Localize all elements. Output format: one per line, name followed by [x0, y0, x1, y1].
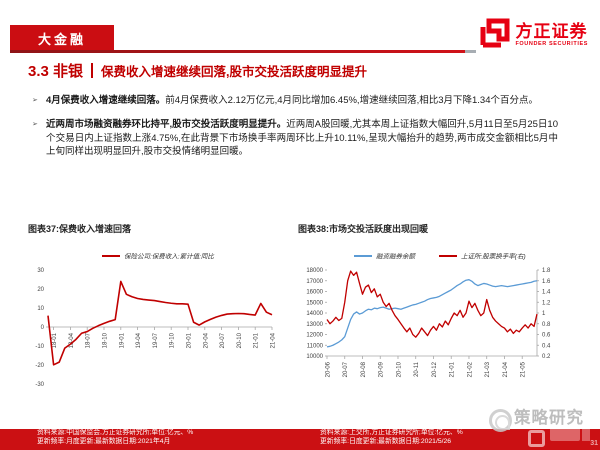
svg-text:20-07: 20-07 — [220, 332, 226, 348]
bullet-text: 4月保费收入增速继续回落。前4月保费收入2.12万亿元,4月同比增加6.45%,… — [46, 95, 538, 106]
category-tag: 大金融 — [10, 25, 114, 52]
svg-text:1.4: 1.4 — [542, 290, 551, 296]
svg-text:-20: -20 — [35, 363, 44, 369]
market-activity-line-chart: 1800017000160001500014000130001200011000… — [306, 253, 551, 378]
list-item: ➢ 近两周市场融资融券环比持平,股市交投活跃度明显提升。近两周A股回暖,尤其本周… — [32, 118, 558, 158]
svg-text:1.8: 1.8 — [542, 268, 551, 274]
source-note-left: 资料来源:中国保监会,方正证券研究所;单位:亿元、% 更新频率:月度更新;最新数… — [37, 428, 194, 446]
svg-text:1.2: 1.2 — [542, 300, 551, 306]
svg-text:-10: -10 — [35, 344, 44, 350]
svg-text:19-04: 19-04 — [136, 332, 142, 348]
svg-text:20-09: 20-09 — [379, 361, 385, 377]
header-divider-cap — [465, 50, 476, 53]
svg-text:21-04: 21-04 — [271, 332, 277, 348]
svg-text:20-07: 20-07 — [343, 361, 349, 377]
svg-text:30: 30 — [37, 268, 44, 274]
svg-text:融资融券余额: 融资融券余额 — [376, 253, 417, 261]
header-divider — [10, 50, 465, 53]
svg-text:0: 0 — [41, 325, 45, 331]
svg-text:0.8: 0.8 — [542, 322, 551, 328]
svg-text:21-05: 21-05 — [521, 361, 527, 377]
platform-watermark-icon: 31 — [526, 421, 598, 449]
svg-text:21-02: 21-02 — [467, 361, 473, 377]
list-item: ➢ 4月保费收入增速继续回落。前4月保费收入2.12万亿元,4月同比增加6.45… — [32, 94, 558, 107]
page-title: 3.3 非银 保费收入增速继续回落,股市交投活跃度明显提升 — [28, 60, 367, 81]
svg-text:20-12: 20-12 — [432, 361, 438, 377]
svg-text:0.6: 0.6 — [542, 333, 551, 339]
svg-text:1: 1 — [542, 311, 546, 317]
title-separator — [91, 63, 94, 78]
svg-text:19-01: 19-01 — [119, 332, 125, 348]
footer-bar — [0, 429, 600, 450]
svg-text:20-11: 20-11 — [414, 361, 420, 377]
company-name: 方正证券 — [515, 22, 588, 42]
section-number: 3.3 非银 — [28, 63, 84, 80]
svg-text:14000: 14000 — [306, 311, 323, 317]
svg-text:20-08: 20-08 — [361, 361, 367, 377]
svg-text:15000: 15000 — [306, 300, 323, 306]
figure-38-caption: 图表38:市场交投活跃度出现回暖 — [298, 224, 429, 234]
svg-text:20-10: 20-10 — [396, 361, 402, 377]
bullet-list: ➢ 4月保费收入增速继续回落。前4月保费收入2.12万亿元,4月同比增加6.45… — [32, 94, 558, 159]
bullet-text: 近两周市场融资融券环比持平,股市交投活跃度明显提升。近两周A股回暖,尤其本周上证… — [46, 119, 559, 158]
svg-text:10000: 10000 — [306, 354, 323, 360]
svg-text:12000: 12000 — [306, 333, 323, 339]
svg-text:21-01: 21-01 — [254, 332, 260, 348]
svg-text:20-04: 20-04 — [203, 332, 209, 348]
company-logo: 方正证券 FOUNDER SECURITIES — [480, 18, 588, 53]
svg-text:20-10: 20-10 — [237, 332, 243, 348]
arrow-bullet-icon: ➢ — [32, 97, 38, 104]
svg-text:20-06: 20-06 — [326, 361, 332, 377]
founder-logo-icon — [480, 18, 510, 53]
svg-text:19-07: 19-07 — [153, 332, 159, 348]
svg-text:11000: 11000 — [307, 343, 324, 349]
svg-text:16000: 16000 — [306, 290, 323, 296]
svg-text:20-01: 20-01 — [187, 332, 193, 348]
watermark-number: 31 — [590, 440, 598, 447]
source-note-right: 资料来源:上交所,方正证券研究所;单位:亿元、% 更新频率:日度更新;最新数据日… — [320, 428, 463, 446]
svg-text:13000: 13000 — [306, 322, 323, 328]
svg-text:18-04: 18-04 — [69, 332, 75, 348]
svg-text:21-01: 21-01 — [450, 361, 456, 377]
svg-text:1.6: 1.6 — [542, 279, 551, 285]
svg-text:18-10: 18-10 — [103, 332, 109, 348]
svg-text:0.2: 0.2 — [542, 354, 551, 360]
svg-text:10: 10 — [37, 306, 44, 312]
svg-text:21-04: 21-04 — [503, 361, 509, 377]
title-headline: 保费收入增速继续回落,股市交投活跃度明显提升 — [101, 65, 368, 79]
watermark-text: 策略研究 — [514, 409, 584, 427]
svg-text:保险公司:保费收入:累计值:同比: 保险公司:保费收入:累计值:同比 — [124, 253, 214, 261]
svg-text:21-03: 21-03 — [485, 361, 491, 377]
svg-text:-30: -30 — [35, 382, 44, 388]
figure-37-caption: 图表37:保费收入增速回落 — [28, 224, 132, 234]
svg-text:18-07: 18-07 — [86, 332, 92, 348]
watermark-circle-icon — [489, 409, 512, 432]
svg-text:20: 20 — [37, 287, 44, 293]
company-name-en: FOUNDER SECURITIES — [515, 41, 588, 48]
svg-text:18000: 18000 — [306, 268, 323, 274]
premium-growth-line-chart: 30 20 10 0 -10 -20 -30 18-01 18-04 18-07 18-10 19-0… — [35, 253, 277, 389]
svg-text:0.4: 0.4 — [542, 343, 551, 349]
svg-text:18-01: 18-01 — [52, 332, 58, 348]
svg-text:19-10: 19-10 — [170, 332, 176, 348]
svg-text:上证所:股票换手率(右): 上证所:股票换手率(右) — [461, 253, 526, 261]
svg-text:17000: 17000 — [306, 279, 323, 285]
arrow-bullet-icon: ➢ — [32, 121, 38, 129]
